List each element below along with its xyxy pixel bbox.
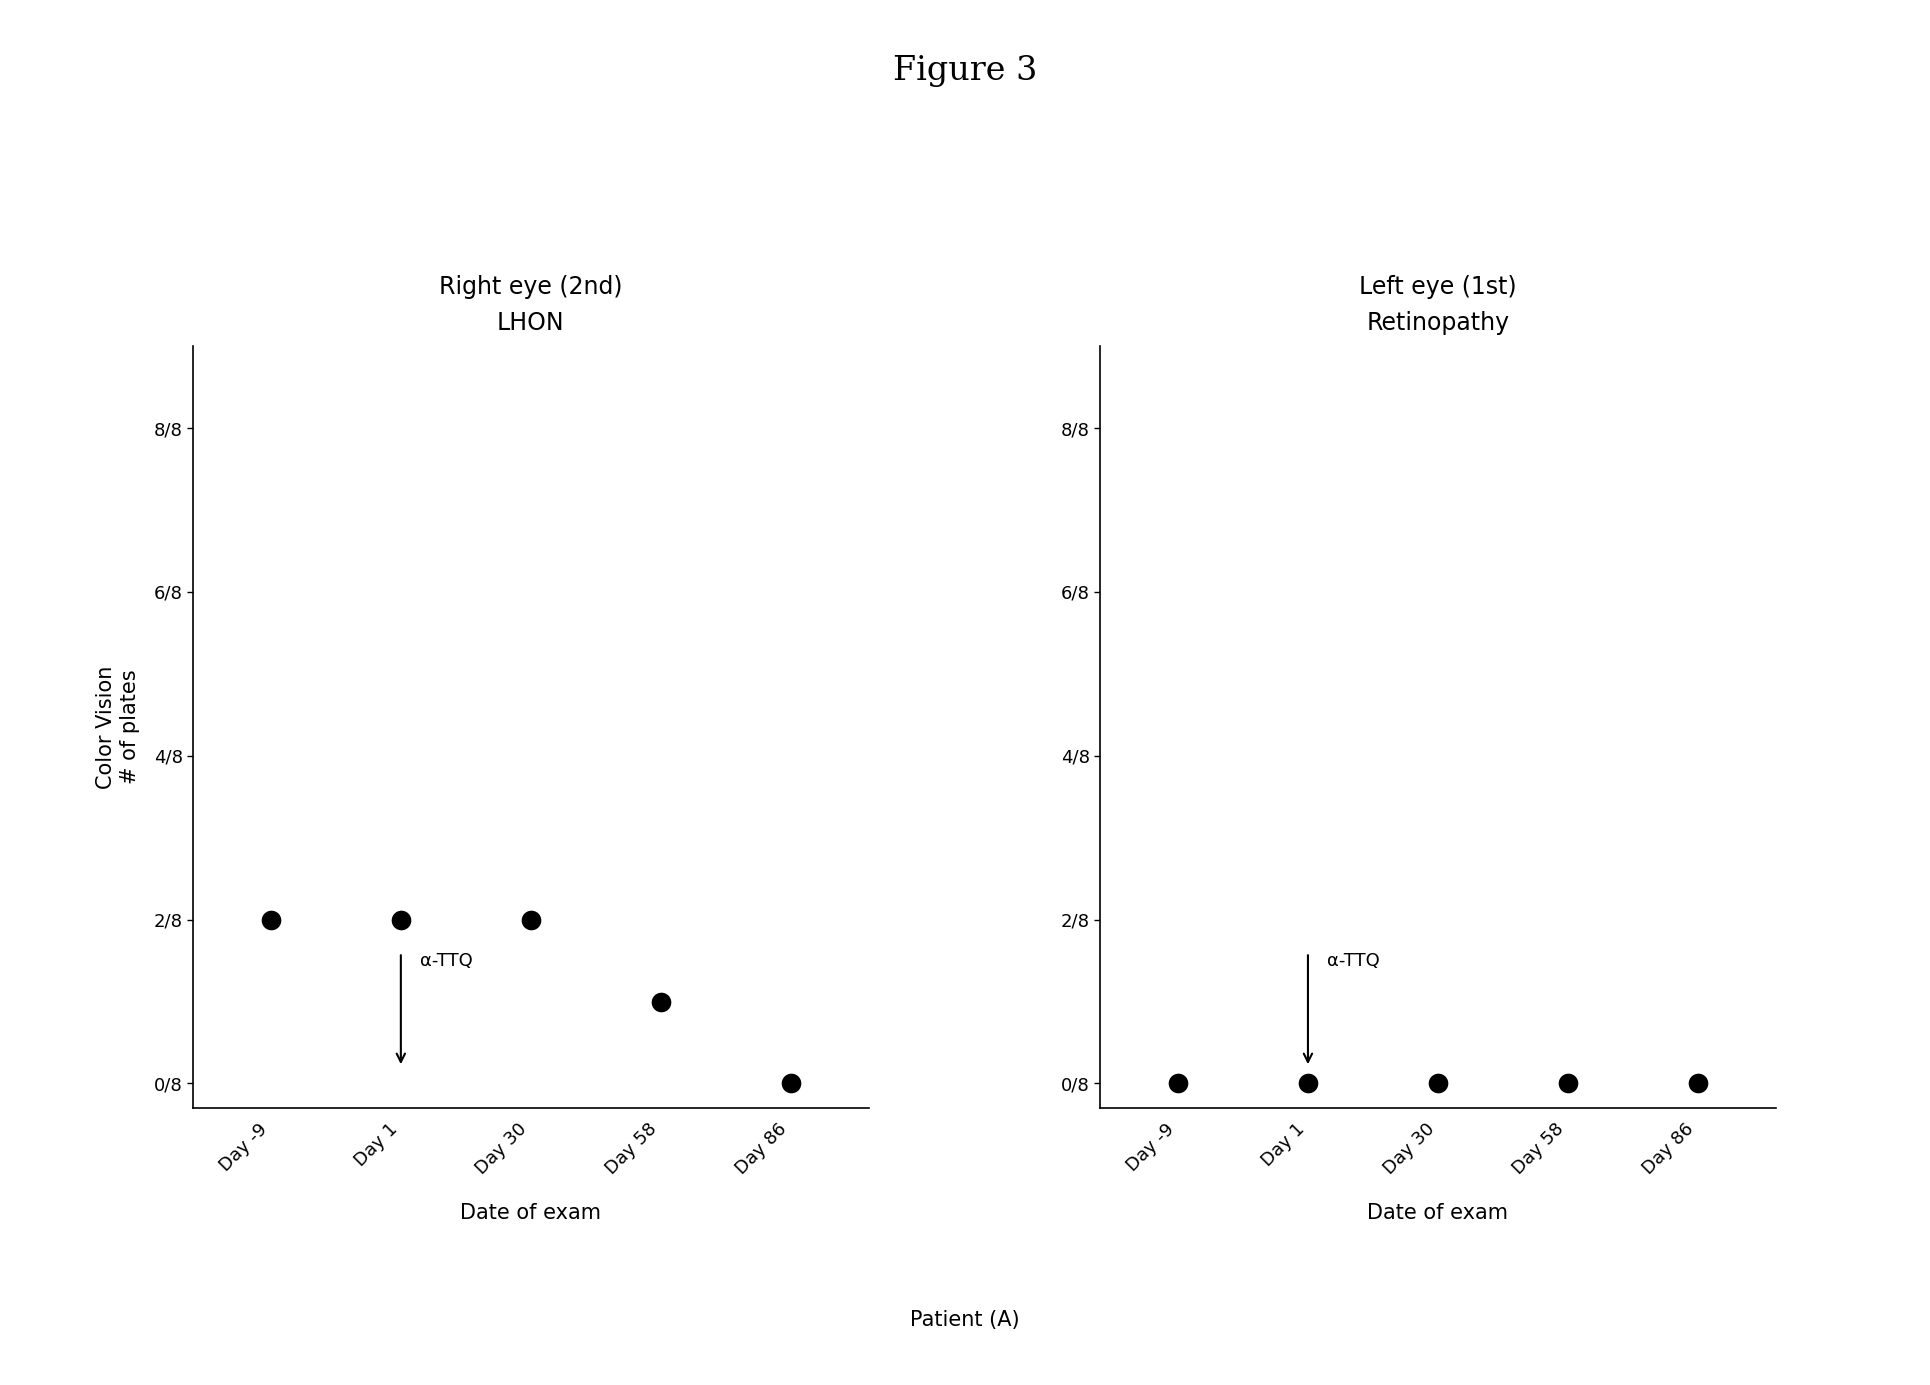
Title: Right eye (2nd)
LHON: Right eye (2nd) LHON [438,276,623,335]
Point [515,909,546,931]
Point [1293,1072,1324,1094]
Y-axis label: Color Vision
# of plates: Color Vision # of plates [96,665,139,789]
Point [776,1072,807,1094]
X-axis label: Date of exam: Date of exam [1366,1204,1509,1223]
Title: Left eye (1st)
Retinopathy: Left eye (1st) Retinopathy [1359,276,1517,335]
Point [386,909,417,931]
Point [1422,1072,1453,1094]
Point [1683,1072,1714,1094]
Text: α-TTQ: α-TTQ [1328,953,1380,971]
Point [645,990,675,1012]
Text: Patient (A): Patient (A) [911,1310,1019,1330]
Point [1552,1072,1583,1094]
Text: Figure 3: Figure 3 [894,55,1036,87]
Point [1162,1072,1193,1094]
Point [255,909,286,931]
Text: α-TTQ: α-TTQ [421,953,473,971]
X-axis label: Date of exam: Date of exam [459,1204,602,1223]
